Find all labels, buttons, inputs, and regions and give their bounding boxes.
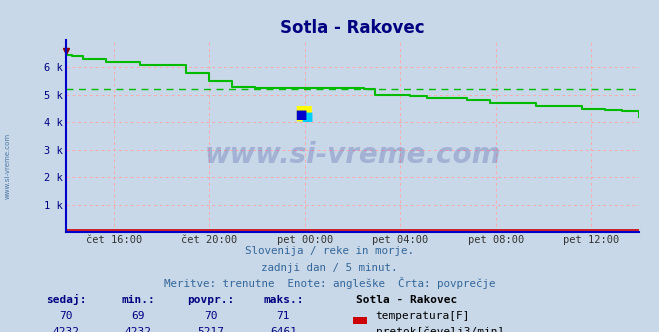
Text: ▪: ▪	[295, 106, 308, 124]
Text: min.:: min.:	[121, 295, 156, 305]
Text: 70: 70	[59, 311, 72, 321]
Text: ▪: ▪	[300, 107, 313, 126]
Text: Meritve: trenutne  Enote: angleške  Črta: povprečje: Meritve: trenutne Enote: angleške Črta: …	[163, 277, 496, 289]
Text: 4232: 4232	[125, 327, 152, 332]
Text: 70: 70	[204, 311, 217, 321]
Text: 4232: 4232	[53, 327, 79, 332]
Text: www.si-vreme.com: www.si-vreme.com	[5, 133, 11, 199]
Text: 5217: 5217	[198, 327, 224, 332]
Text: 6461: 6461	[270, 327, 297, 332]
Text: Sotla - Rakovec: Sotla - Rakovec	[356, 295, 457, 305]
Text: 69: 69	[132, 311, 145, 321]
Title: Sotla - Rakovec: Sotla - Rakovec	[280, 19, 425, 37]
Text: zadnji dan / 5 minut.: zadnji dan / 5 minut.	[261, 263, 398, 273]
Text: ▪: ▪	[293, 99, 314, 127]
Text: Slovenija / reke in morje.: Slovenija / reke in morje.	[245, 246, 414, 256]
Text: povpr.:: povpr.:	[187, 295, 235, 305]
Text: sedaj:: sedaj:	[45, 294, 86, 305]
Text: 71: 71	[277, 311, 290, 321]
Text: maks.:: maks.:	[263, 295, 304, 305]
Text: pretok[čevelj3/min]: pretok[čevelj3/min]	[376, 326, 504, 332]
Text: www.si-vreme.com: www.si-vreme.com	[204, 141, 501, 169]
Text: temperatura[F]: temperatura[F]	[376, 311, 470, 321]
